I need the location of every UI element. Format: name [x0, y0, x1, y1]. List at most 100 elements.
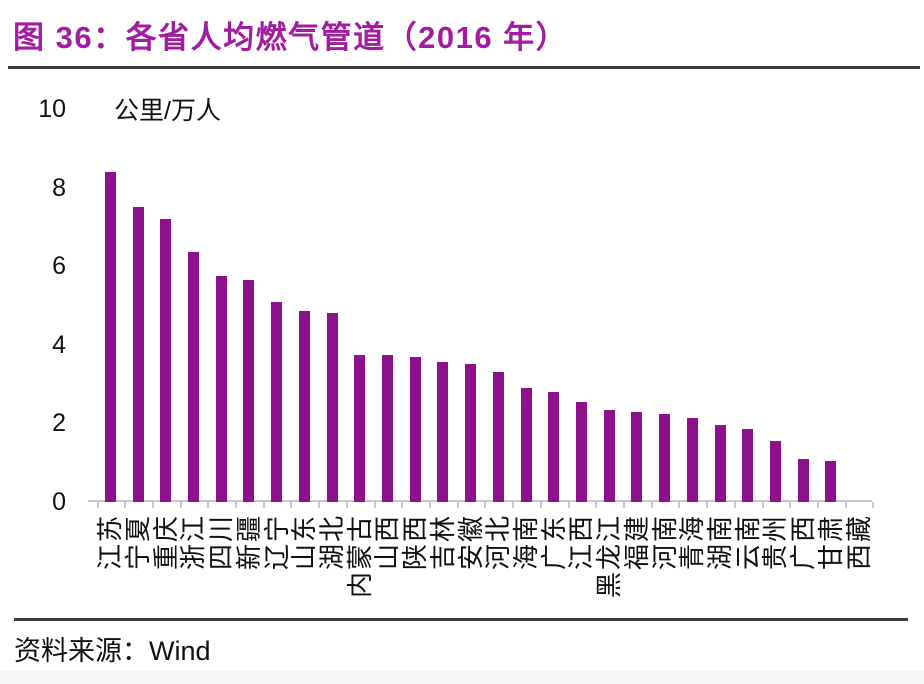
y-axis-tick-label: 4 [52, 330, 66, 359]
x-axis-tick [733, 502, 736, 508]
x-axis-category-label: 福建 [622, 514, 652, 570]
x-axis-category-label: 辽宁 [262, 514, 292, 570]
x-axis-category-label: 广东 [539, 514, 569, 570]
x-axis-category-label-text: 广西 [788, 514, 819, 571]
source-value: Wind [149, 636, 211, 666]
x-axis-category-label-text: 江西 [566, 514, 597, 571]
bar [631, 412, 643, 502]
x-axis-category-label-text: 湖南 [705, 514, 736, 571]
x-axis-tick [151, 502, 154, 508]
x-axis-tick [789, 502, 792, 508]
y-axis-tick-label: 10 [38, 95, 66, 123]
x-axis-tick [96, 502, 99, 508]
x-axis-category-label-text: 浙江 [178, 514, 209, 571]
x-axis-category-label: 江西 [566, 514, 596, 570]
x-axis-tick [650, 502, 653, 508]
bar [215, 276, 227, 502]
bar [409, 357, 421, 502]
x-axis-tick [124, 502, 127, 508]
bar [492, 372, 504, 502]
x-axis-category-label-text: 四川 [206, 514, 237, 571]
x-axis-tick [817, 502, 820, 508]
x-axis-tick [318, 502, 321, 508]
x-axis-tick [512, 502, 515, 508]
x-axis-category-label-text: 新疆 [233, 514, 264, 571]
x-axis-category-label-text: 内蒙古 [344, 514, 375, 599]
bar [437, 362, 449, 502]
x-axis-category-label: 安徽 [456, 514, 486, 570]
bar [714, 425, 726, 502]
x-axis-category-label-text: 云南 [732, 514, 763, 571]
top-rule [8, 66, 920, 69]
bar [354, 355, 366, 502]
x-axis-tick [429, 502, 432, 508]
x-axis-tick [456, 502, 459, 508]
x-axis-category-label: 甘肃 [816, 514, 846, 570]
x-axis-category-label-text: 山东 [289, 514, 320, 571]
x-axis-category-label-text: 重庆 [150, 514, 181, 571]
bar [160, 219, 172, 502]
x-axis-category-label-text: 河北 [483, 514, 514, 571]
x-axis-category-label: 宁夏 [123, 514, 153, 570]
x-axis-category-label: 西藏 [844, 514, 874, 570]
bar [575, 402, 587, 502]
x-axis-tick [262, 502, 265, 508]
bar [548, 392, 560, 502]
x-axis-category-label: 吉林 [428, 514, 458, 570]
bar [742, 429, 754, 502]
bar [465, 364, 477, 502]
y-axis-tick-label: 0 [52, 488, 66, 516]
x-axis-category-label-text: 山西 [372, 514, 403, 571]
bar [187, 252, 199, 502]
x-axis-tick [373, 502, 376, 508]
x-axis-tick [567, 502, 570, 508]
x-axis-category-label-text: 吉林 [427, 514, 458, 571]
x-axis-category-label-text: 广东 [538, 514, 569, 571]
x-axis-category-label-text: 福建 [621, 514, 652, 571]
source-label: 资料来源： [14, 636, 149, 666]
bar [271, 302, 283, 502]
x-axis-tick [761, 502, 764, 508]
x-axis-category-label-text: 黑龙江 [594, 514, 625, 599]
x-axis-category-label: 新疆 [234, 514, 264, 570]
x-axis-tick [706, 502, 709, 508]
x-axis-category-label-text: 西藏 [843, 514, 874, 571]
x-axis-category-label-text: 青海 [677, 514, 708, 571]
x-axis-category-label: 四川 [206, 514, 236, 570]
x-axis-category-label: 浙江 [178, 514, 208, 570]
bar [298, 311, 310, 502]
bar [659, 414, 671, 502]
x-axis-category-label: 河北 [483, 514, 513, 570]
bottom-rule [14, 618, 908, 621]
bar [769, 441, 781, 502]
x-axis-category-label: 云南 [733, 514, 763, 570]
x-axis-tick [401, 502, 404, 508]
x-axis-tick [207, 502, 210, 508]
x-axis-category-label-text: 贵州 [760, 514, 791, 571]
y-axis-tick-label: 6 [52, 252, 66, 281]
figure-title: 图 36：各省人均燃气管道（2016 年） [13, 20, 569, 55]
source-line: 资料来源：Wind [14, 629, 211, 668]
x-axis-category-label: 海南 [511, 514, 541, 570]
bar [326, 313, 338, 502]
y-axis-tick-label: 8 [52, 173, 66, 202]
x-axis-category-label: 广西 [788, 514, 818, 570]
x-axis-tick [872, 502, 875, 508]
x-axis-category-label-text: 江苏 [95, 514, 126, 571]
y-axis-unit-label: 公里/万人 [114, 97, 221, 125]
footer-band [0, 671, 924, 684]
x-axis-category-label: 山西 [372, 514, 402, 570]
x-axis-tick [290, 502, 293, 508]
x-axis-category-label-text: 甘肃 [815, 514, 846, 571]
bar [825, 461, 837, 502]
x-axis-category-label: 陕西 [400, 514, 430, 570]
x-axis-category-label-text: 河南 [649, 514, 680, 571]
x-axis-category-label: 河南 [650, 514, 680, 570]
x-axis-category-label-text: 宁夏 [123, 514, 154, 571]
bar [520, 388, 532, 502]
bar [686, 418, 698, 502]
x-axis-category-label: 贵州 [760, 514, 790, 570]
bar [132, 207, 144, 502]
bar [243, 280, 255, 502]
x-axis-category-label: 山东 [289, 514, 319, 570]
